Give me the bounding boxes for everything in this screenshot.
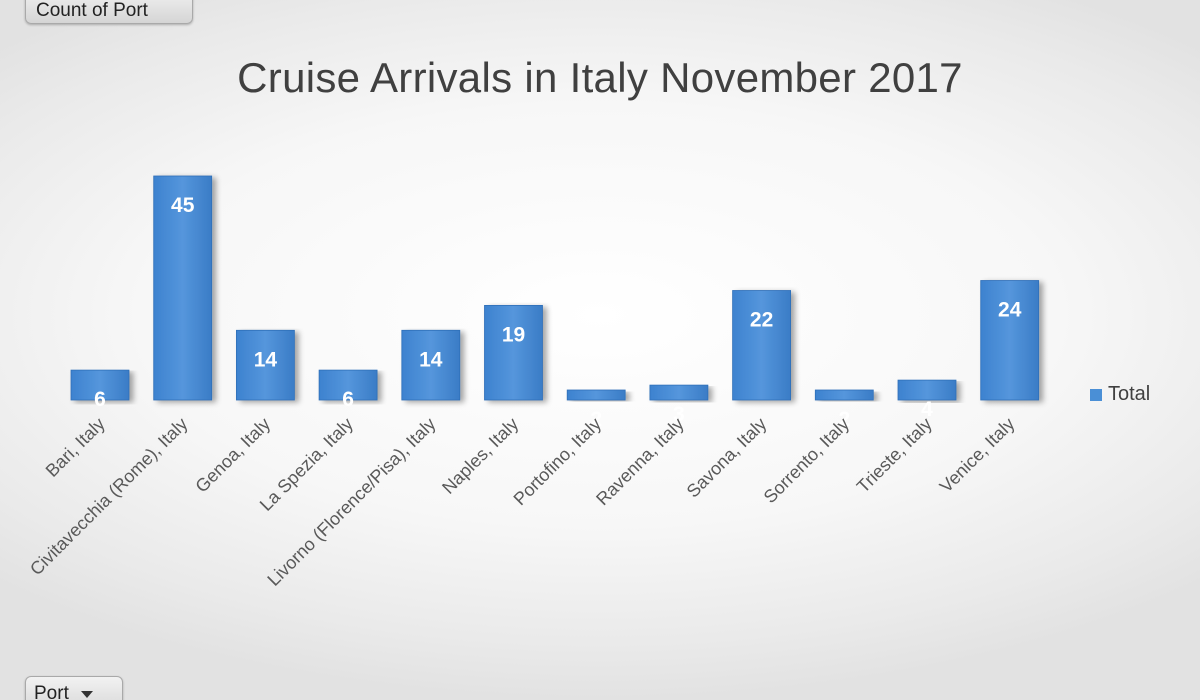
data-label-5: 19 bbox=[502, 323, 525, 346]
bar-4[interactable] bbox=[401, 329, 461, 401]
data-label-0: 6 bbox=[94, 388, 106, 411]
data-label-11: 24 bbox=[998, 299, 1022, 322]
data-label-6: 2 bbox=[590, 408, 602, 431]
x-tick-label-0: Bari, Italy bbox=[42, 414, 109, 481]
data-label-8: 22 bbox=[750, 309, 773, 332]
x-tick-label-6: Portofino, Italy bbox=[510, 414, 606, 510]
x-tick-label-2: Genoa, Italy bbox=[191, 414, 274, 497]
legend-label: Total bbox=[1108, 383, 1151, 405]
data-label-9: 2 bbox=[838, 408, 850, 431]
x-tick-label-7: Ravenna, Italy bbox=[592, 414, 688, 510]
x-tick-label-10: Trieste, Italy bbox=[853, 414, 936, 497]
x-tick-label-11: Venice, Italy bbox=[936, 414, 1019, 497]
bar-0[interactable] bbox=[70, 369, 130, 401]
x-tick-label-8: Savona, Italy bbox=[683, 414, 771, 502]
chevron-down-icon[interactable] bbox=[80, 691, 93, 698]
data-label-7: 3 bbox=[673, 403, 685, 426]
bar-10[interactable] bbox=[897, 379, 957, 401]
bar-6[interactable] bbox=[566, 389, 626, 401]
bar-7[interactable] bbox=[649, 384, 709, 401]
bar-9[interactable] bbox=[814, 389, 874, 401]
legend-swatch bbox=[1090, 388, 1102, 401]
data-label-4: 14 bbox=[419, 348, 443, 371]
bar-2[interactable] bbox=[235, 329, 295, 401]
data-label-1: 45 bbox=[171, 194, 195, 217]
x-tick-label-1: Civitavecchia (Rome), Italy bbox=[26, 414, 192, 580]
axis-field-button[interactable]: Port bbox=[25, 676, 123, 700]
bar-8[interactable] bbox=[732, 290, 791, 401]
x-tick-label-4: Livorno (Florence/Pisa), Italy bbox=[263, 414, 439, 590]
bar-3[interactable] bbox=[318, 369, 378, 401]
bar-5[interactable] bbox=[484, 304, 543, 401]
data-label-3: 6 bbox=[342, 388, 354, 411]
data-label-10: 4 bbox=[921, 398, 933, 421]
axis-field-label: Port bbox=[34, 683, 69, 700]
values-field-label: Count of Port bbox=[36, 0, 148, 21]
bar-1[interactable] bbox=[153, 175, 213, 401]
bars-layer bbox=[70, 175, 1040, 401]
x-tick-label-9: Sorrento, Italy bbox=[760, 414, 853, 507]
chart-title: Cruise Arrivals in Italy November 2017 bbox=[237, 54, 963, 101]
legend: Total bbox=[1090, 383, 1150, 406]
x-tick-label-5: Naples, Italy bbox=[438, 414, 522, 498]
bar-11[interactable] bbox=[980, 280, 1040, 401]
values-field-button[interactable]: Count of Port bbox=[25, 0, 193, 24]
data-label-2: 14 bbox=[254, 348, 278, 371]
